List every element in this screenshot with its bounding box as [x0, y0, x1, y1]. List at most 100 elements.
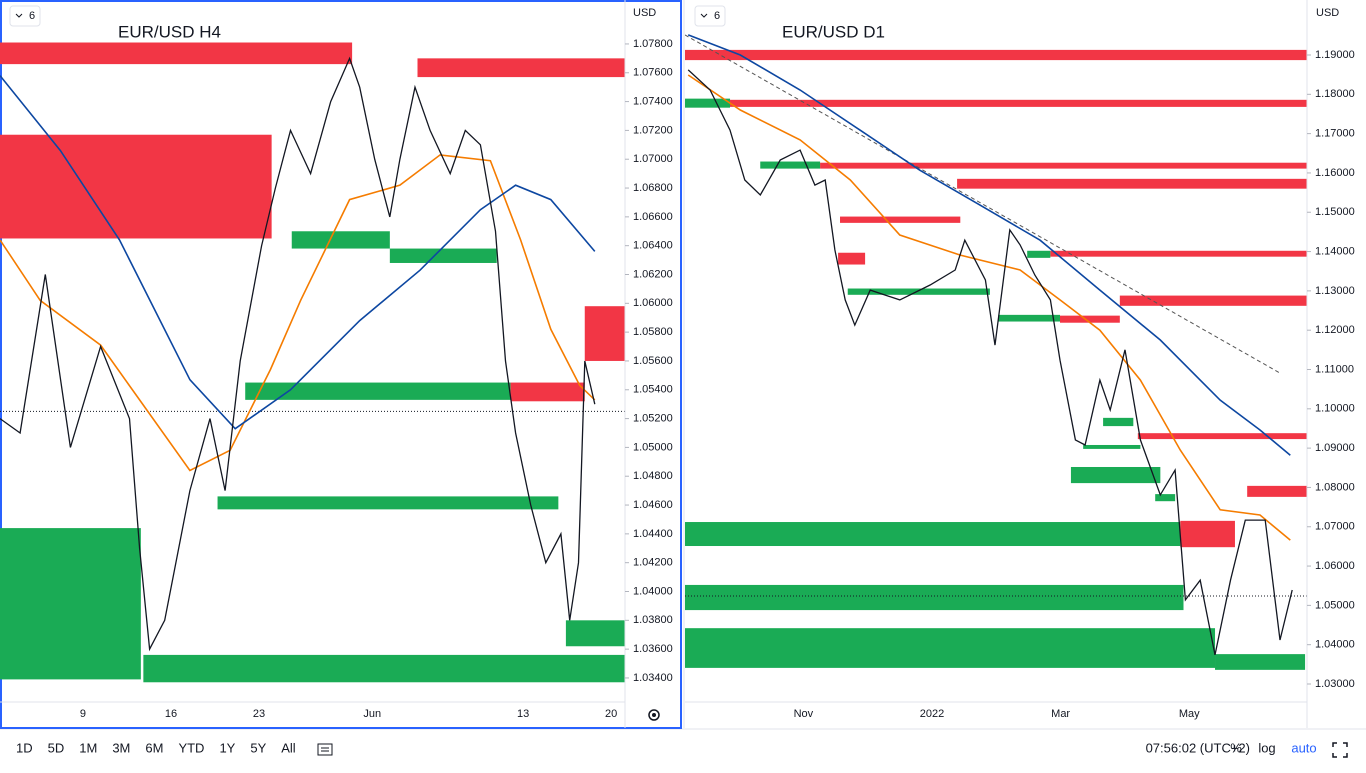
y-tick-label: 1.06000: [633, 297, 673, 309]
chart-title: EUR/USD H4: [118, 22, 221, 41]
plot-area: [685, 34, 1307, 670]
price-line: [0, 56, 596, 652]
y-tick-label: 1.05800: [633, 326, 673, 338]
moving-average: [0, 154, 596, 472]
chevron: [15, 13, 23, 18]
range-button[interactable]: 1D: [16, 740, 33, 755]
y-tick-label: 1.19000: [1315, 49, 1355, 61]
zone: [730, 99, 1307, 107]
plot-area: [0, 42, 625, 683]
y-tick-label: 1.05400: [633, 384, 673, 396]
zone: [1137, 433, 1307, 440]
y-tick-label: 1.17000: [1315, 128, 1355, 140]
x-tick-label: 13: [517, 708, 529, 720]
y-tick-label: 1.10000: [1315, 403, 1355, 415]
currency-label[interactable]: USD: [1316, 7, 1339, 19]
zone: [0, 134, 272, 239]
zone: [584, 306, 625, 361]
y-tick-label: 1.06400: [633, 240, 673, 252]
y-tick-label: 1.07200: [633, 124, 673, 136]
chevron: [700, 13, 708, 18]
zone: [565, 620, 625, 647]
x-tick-label: 2022: [920, 708, 944, 720]
zone: [1070, 466, 1161, 484]
x-tick-label: 16: [165, 708, 177, 720]
currency-label[interactable]: USD: [633, 7, 656, 19]
zone: [1103, 417, 1134, 427]
interval-value[interactable]: 6: [714, 10, 720, 22]
chart-pane: USD 1.07800 1.07600 1.07400 1.07200 1.07000 1.…: [0, 0, 673, 728]
zone: [1060, 315, 1120, 323]
y-tick-label: 1.05000: [1315, 599, 1355, 611]
percent-toggle[interactable]: %: [1230, 740, 1242, 755]
y-tick-label: 1.04800: [633, 470, 673, 482]
trendline: [685, 34, 1281, 374]
active-chart-border: [0, 0, 682, 729]
zone: [1247, 485, 1307, 497]
range-button[interactable]: 5D: [48, 740, 65, 755]
zone: [685, 584, 1184, 611]
range-button[interactable]: 1Y: [219, 740, 235, 755]
auto-toggle[interactable]: auto: [1291, 740, 1316, 755]
range-button[interactable]: 6M: [145, 740, 163, 755]
moving-average: [687, 34, 1291, 456]
zone: [685, 98, 731, 108]
y-tick-label: 1.07800: [633, 38, 673, 50]
x-tick-label: Mar: [1051, 708, 1070, 720]
zone: [1050, 250, 1307, 257]
range-button[interactable]: YTD: [178, 740, 204, 755]
clock: 07:56:02 (UTC+2): [1146, 740, 1250, 755]
zone: [1215, 654, 1306, 670]
y-tick-label: 1.14000: [1315, 245, 1355, 257]
y-tick-label: 1.12000: [1315, 324, 1355, 336]
y-tick-label: 1.04000: [1315, 639, 1355, 651]
range-button[interactable]: All: [281, 740, 296, 755]
price-line: [687, 69, 1293, 656]
y-tick-label: 1.06200: [633, 268, 673, 280]
range-button[interactable]: 5Y: [250, 740, 266, 755]
zone: [685, 522, 1181, 547]
range-button[interactable]: 1M: [79, 740, 97, 755]
y-tick-label: 1.04400: [633, 528, 673, 540]
zone: [389, 248, 497, 263]
fullscreen-icon[interactable]: [1332, 742, 1348, 758]
zone: [998, 314, 1061, 322]
y-tick-label: 1.15000: [1315, 206, 1355, 218]
x-tick-label: 23: [253, 708, 265, 720]
y-tick-label: 1.07000: [633, 153, 673, 165]
zone: [143, 654, 625, 683]
zone: [685, 628, 1216, 668]
x-tick-label: 20: [605, 708, 617, 720]
y-tick-label: 1.18000: [1315, 88, 1355, 100]
range-button[interactable]: 3M: [112, 740, 130, 755]
gear-icon[interactable]: [648, 709, 660, 721]
zone: [1027, 250, 1051, 258]
zone: [957, 178, 1307, 189]
y-tick-label: 1.08000: [1315, 481, 1355, 493]
zone: [838, 252, 866, 265]
chart-title: EUR/USD D1: [782, 22, 885, 41]
interval-badge[interactable]: [9, 5, 41, 27]
interval-badge[interactable]: [694, 5, 726, 27]
y-tick-label: 1.06800: [633, 182, 673, 194]
y-tick-label: 1.03400: [633, 672, 673, 684]
zone: [847, 288, 990, 295]
y-tick-label: 1.11000: [1315, 363, 1354, 375]
y-tick-label: 1.07000: [1315, 521, 1355, 533]
compare-icon[interactable]: [317, 743, 333, 756]
x-tick-label: May: [1179, 708, 1200, 720]
zone: [217, 496, 559, 510]
interval-value[interactable]: 6: [29, 10, 35, 22]
y-tick-label: 1.07600: [633, 67, 673, 79]
y-tick-label: 1.16000: [1315, 167, 1355, 179]
zone: [760, 161, 821, 169]
zone: [417, 58, 625, 78]
zone: [1083, 444, 1141, 449]
y-tick-label: 1.04600: [633, 499, 673, 511]
y-tick-label: 1.04200: [633, 557, 673, 569]
zone: [291, 231, 390, 249]
y-tick-label: 1.05000: [633, 441, 673, 453]
log-toggle[interactable]: log: [1258, 740, 1275, 755]
